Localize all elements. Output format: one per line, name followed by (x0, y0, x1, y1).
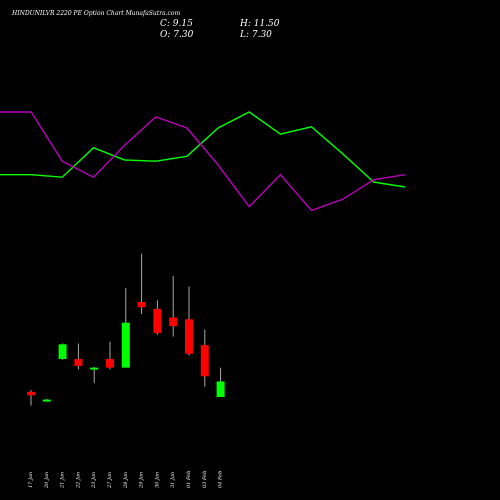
candle (58, 343, 67, 360)
high-readout: H: 11.50 (239, 19, 280, 29)
open-readout: O: 7.30 (160, 30, 194, 40)
candle (200, 329, 209, 387)
candle-body (121, 322, 130, 368)
candle-body (137, 302, 146, 308)
candle-body (200, 345, 209, 377)
overlay-lines (0, 111, 406, 212)
candle-body (58, 344, 67, 359)
candle-body (153, 308, 162, 334)
candle (90, 366, 99, 384)
x-tick-label: 22 Jan (75, 472, 81, 489)
candle-body (42, 399, 51, 402)
x-tick-label: 27 Jan (107, 472, 113, 489)
candle-body (106, 359, 114, 368)
candle (216, 367, 225, 397)
x-axis-ticks: 17 Jan 20 Jan 21 Jan 22 Jan 23 Jan 27 Jan 28 J… (28, 471, 224, 489)
candle-body (216, 381, 225, 397)
close-readout: C: 9.15 (160, 19, 193, 29)
x-tick-label: 20 Jan (44, 472, 50, 489)
x-tick-label: 23 Jan (91, 472, 97, 489)
overlay-line-2 (0, 111, 406, 212)
low-readout: L: 7.30 (239, 30, 272, 40)
candles (27, 253, 225, 406)
candle (27, 390, 35, 406)
x-tick-label: 30 Jan (154, 472, 160, 488)
candle (185, 286, 193, 356)
x-tick-label: 21 Jan (60, 472, 66, 489)
candle (74, 343, 83, 370)
candle (106, 341, 114, 370)
candle-body (169, 317, 178, 327)
x-tick-label: 28 Jan (123, 472, 129, 489)
x-tick-label: 29 Jan (139, 472, 145, 489)
x-tick-label: 04 Feb (218, 471, 224, 488)
candle (121, 288, 130, 368)
chart-title: HINDUNILVR 2220 PE Option Chart MunafaSu… (11, 10, 181, 17)
candle (169, 276, 178, 337)
x-tick-label: 31 Jan (170, 472, 176, 488)
candle-body (185, 319, 193, 354)
candle-body (27, 391, 35, 396)
overlay-line-1 (0, 111, 406, 188)
x-tick-label: 03 Feb (202, 471, 208, 488)
x-tick-label: 01 Feb (186, 471, 192, 488)
candle-body (74, 359, 83, 366)
candle-body (90, 367, 99, 370)
candle (153, 300, 162, 335)
candle (137, 253, 146, 315)
x-tick-label: 17 Jan (28, 472, 34, 488)
candle (42, 398, 51, 402)
